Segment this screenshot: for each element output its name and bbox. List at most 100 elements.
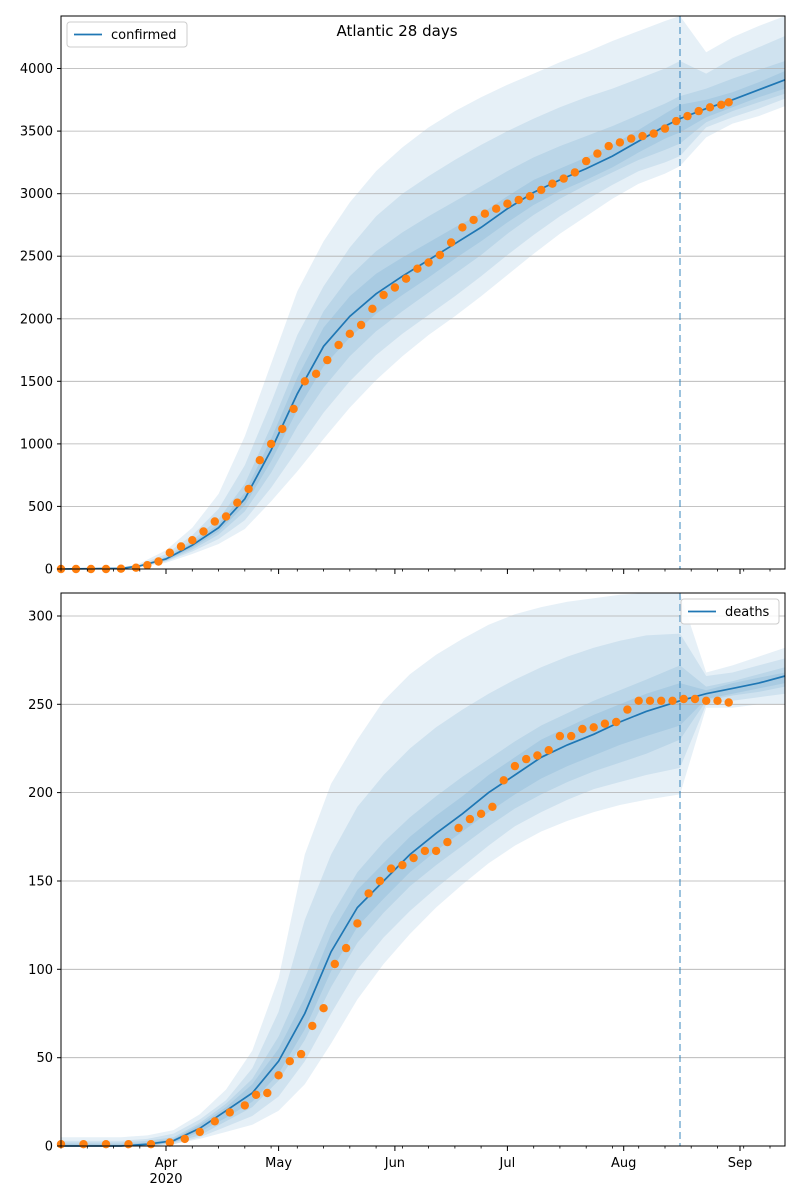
confirmed-observed-point [289, 404, 298, 414]
confirmed-band-3 [61, 61, 785, 569]
confirmed-observed-point [694, 106, 703, 116]
deaths-axes-frame [60, 592, 786, 1147]
deaths-observed-point [623, 705, 632, 714]
confirmed-observed-point [233, 498, 242, 507]
confirmed-observed-point [548, 179, 557, 188]
confirmed-observed-point [492, 204, 501, 213]
deaths-observed-point [285, 1057, 294, 1066]
confirmed-observed-point [401, 274, 411, 283]
deaths-y-tick-label: 300 [28, 610, 53, 625]
confirmed-observed-point [244, 484, 253, 494]
deaths-observed-point [330, 959, 339, 969]
confirmed-plot-frame [60, 15, 786, 570]
deaths-observed-point [263, 1088, 272, 1098]
deaths-x-tick-label: Jul [499, 1156, 516, 1171]
deaths-observed-point [341, 943, 351, 953]
confirmed-observed-point [413, 264, 422, 273]
confirmed-observed-point [221, 512, 231, 521]
deaths-observed-point [165, 1138, 174, 1147]
confirmed-observed-point [469, 215, 478, 225]
confirmed-observed-point [593, 149, 602, 158]
deaths-observed-point [398, 860, 407, 870]
deaths-observed-point [225, 1108, 234, 1117]
deaths-x-tick-label: Aug [611, 1156, 636, 1171]
deaths-x-tick-label: Apr [155, 1156, 178, 1171]
deaths-observed-point [210, 1117, 219, 1126]
confirmed-observed-point [176, 542, 186, 551]
deaths-observed-point [578, 724, 587, 734]
deaths-band-1 [61, 593, 785, 1146]
confirmed-observed-point [627, 134, 636, 143]
deaths-y-tick-label: 150 [28, 875, 53, 890]
deaths-observed-point [724, 698, 733, 707]
deaths-band-2 [61, 633, 785, 1146]
deaths-y-axis: 0 50 100 150 200 250 300 [28, 610, 61, 1155]
confirmed-observed-point [649, 129, 658, 138]
deaths-observed-point [180, 1134, 189, 1144]
deaths-model-line-path [61, 675, 786, 1147]
confirmed-panel: 0 500 1000 1500 2000 2500 3000 3500 4000 confirm… [20, 15, 786, 578]
confirmed-y-tick-label: 3000 [20, 187, 53, 202]
deaths-observed-point [195, 1127, 204, 1137]
confirmed-legend-label: confirmed [111, 28, 177, 43]
confirmed-observed-point [255, 456, 264, 465]
confirmed-y-tick-label: 1500 [20, 375, 53, 390]
deaths-observed-point [702, 696, 711, 705]
deaths-observed-point [533, 751, 542, 760]
deaths-observed-point [79, 1140, 88, 1149]
deaths-x-tick-sublabel: 2020 [149, 1172, 182, 1187]
deaths-observed-point [668, 696, 677, 705]
confirmed-observed-point [514, 195, 523, 205]
confirmed-observed-point [143, 561, 152, 570]
confirmed-uncertainty-bands [61, 16, 785, 569]
deaths-gridlines [61, 615, 785, 1147]
confirmed-observed-point [705, 103, 715, 112]
deaths-y-tick-label: 50 [36, 1051, 53, 1066]
confirmed-y-axis: 0 500 1000 1500 2000 2500 3000 3500 4000 [20, 62, 61, 578]
confirmed-observed-point [503, 199, 512, 208]
confirmed-observed-point [154, 557, 163, 566]
deaths-observed-point [251, 1090, 261, 1100]
deaths-observed-point [612, 717, 621, 727]
confirmed-observed-point [480, 209, 490, 218]
deaths-observed-point [431, 846, 441, 856]
deaths-observed-point [600, 719, 610, 728]
deaths-observed-point [657, 696, 666, 705]
deaths-observed-point [544, 746, 553, 755]
confirmed-observed-point [266, 439, 276, 449]
confirmed-axes-frame [60, 15, 786, 570]
confirmed-observed-point [537, 185, 546, 195]
deaths-model-line [61, 675, 786, 1147]
deaths-observed-point [353, 919, 362, 928]
confirmed-observed-point [390, 283, 400, 292]
confirmed-observed-point [323, 355, 332, 365]
confirmed-observed-point [379, 290, 388, 300]
confirmed-observed-point [660, 124, 670, 133]
deaths-observed-point [488, 802, 497, 811]
deaths-observed-point [443, 837, 452, 847]
confirmed-y-tick-label: 3500 [20, 125, 53, 140]
deaths-observed-point [274, 1071, 283, 1080]
confirmed-observed-point [345, 329, 354, 338]
confirmed-legend-box [66, 21, 188, 48]
confirmed-observed-point [570, 168, 580, 177]
confirmed-observed-point [356, 320, 366, 330]
deaths-uncertainty-bands [61, 593, 785, 1146]
deaths-observed-point [146, 1140, 156, 1149]
deaths-observed-point [555, 731, 565, 741]
deaths-observed-point [645, 696, 655, 705]
confirmed-x-axis [60, 569, 771, 574]
confirmed-observed-point [724, 98, 733, 107]
deaths-observed-point [319, 1004, 328, 1013]
deaths-observed-point [679, 694, 688, 704]
deaths-observed-point [567, 731, 576, 741]
deaths-observed-point [589, 723, 598, 732]
confirmed-observed-point [334, 340, 343, 350]
confirmed-observed-point [458, 223, 467, 232]
confirmed-band-2 [61, 36, 785, 569]
chart-title: Atlantic 28 days [336, 22, 457, 40]
deaths-observed-point [364, 889, 373, 898]
